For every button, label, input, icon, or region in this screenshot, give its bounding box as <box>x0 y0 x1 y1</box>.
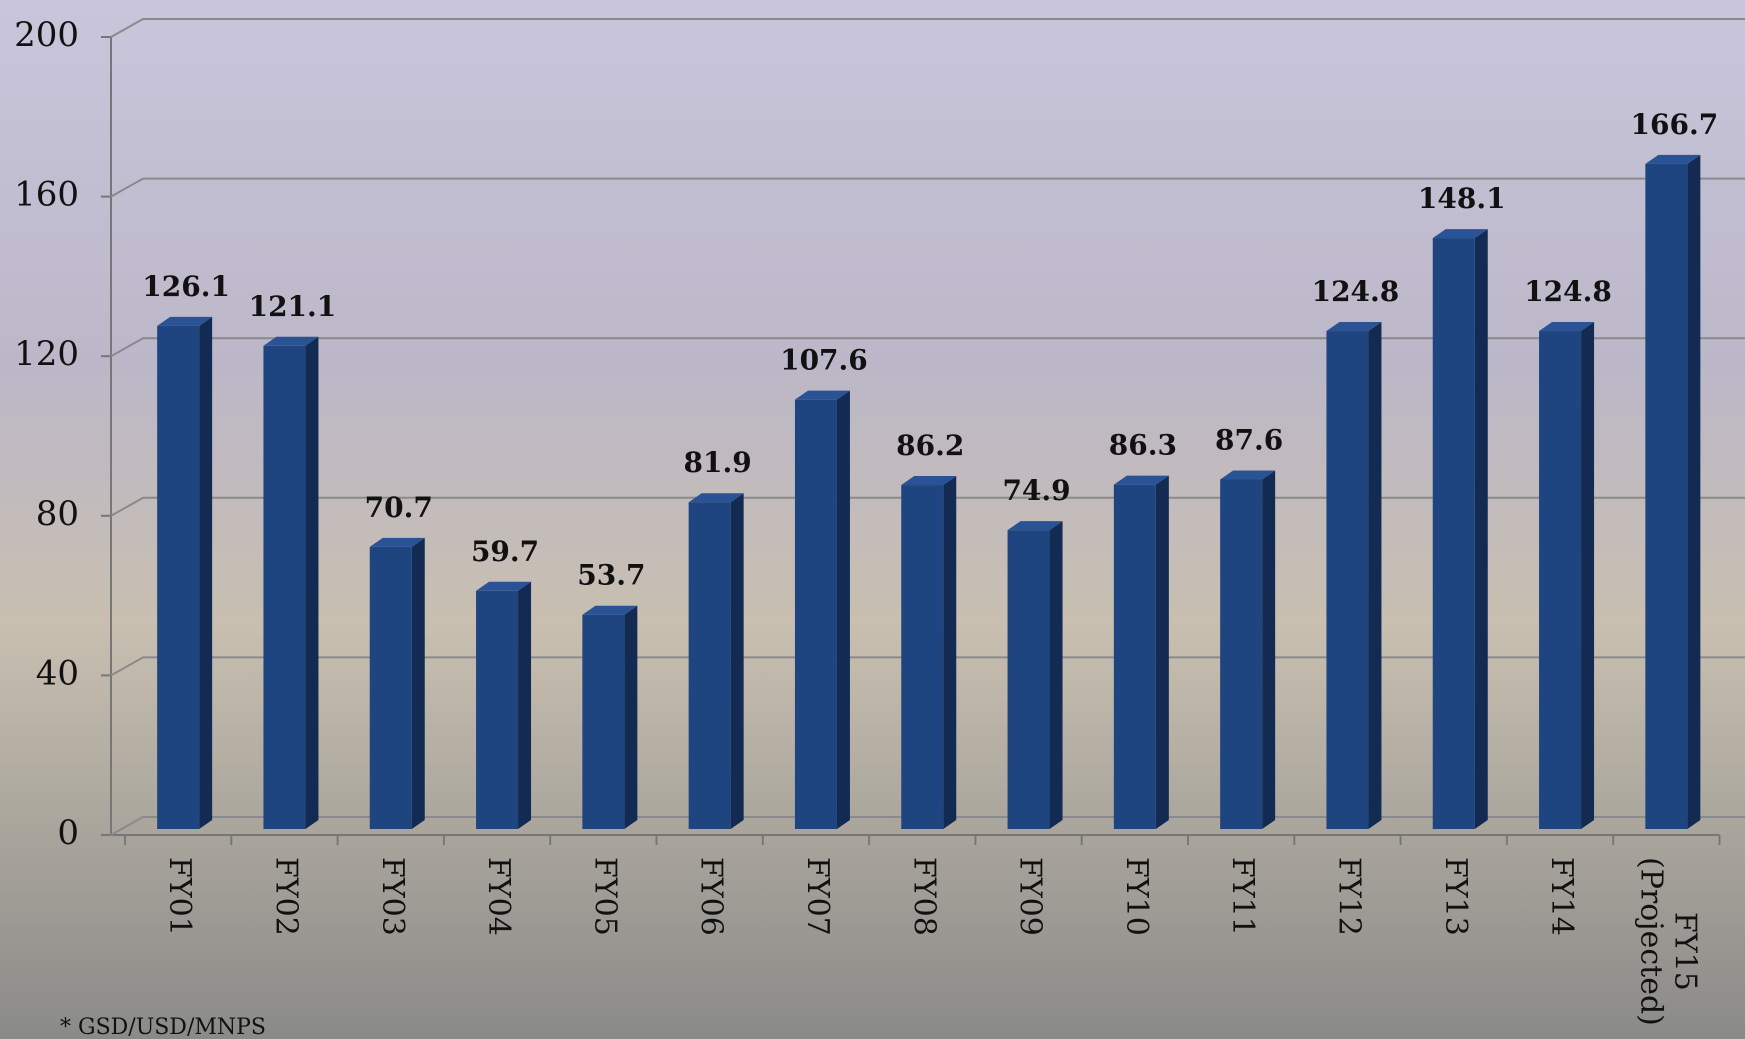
x-tick-label: FY12 <box>1331 857 1366 936</box>
bar <box>1326 331 1368 829</box>
bar <box>689 502 731 829</box>
bar <box>476 591 518 829</box>
bar-side <box>199 317 212 829</box>
x-tick-label: FY08 <box>906 857 941 936</box>
x-tick-label: FY05 <box>587 857 622 936</box>
bar-side <box>1581 322 1594 829</box>
value-label: 70.7 <box>365 491 433 524</box>
bar <box>370 547 412 829</box>
value-label: 87.6 <box>1215 423 1283 456</box>
x-tick-label: FY03 <box>375 857 410 936</box>
x-tick-label: FY13 <box>1438 857 1473 936</box>
bar-side <box>1475 229 1488 829</box>
y-tick-label: 200 <box>14 15 79 55</box>
bar-side <box>1262 470 1275 829</box>
bar-group <box>476 582 531 829</box>
bar-side <box>731 493 744 829</box>
bar-group <box>1114 476 1169 829</box>
value-label: 53.7 <box>577 559 645 592</box>
value-label: 148.1 <box>1418 182 1506 215</box>
bar <box>582 615 624 829</box>
y-tick-label: 80 <box>36 494 79 534</box>
value-label: 107.6 <box>780 344 868 377</box>
x-tick-label: FY14 <box>1544 857 1579 936</box>
y-tick-label: 120 <box>14 334 79 374</box>
value-label: 124.8 <box>1524 275 1612 308</box>
value-label: 166.7 <box>1631 108 1719 141</box>
bar-group <box>263 337 318 829</box>
value-label: 126.1 <box>142 270 230 303</box>
bar <box>1114 485 1156 829</box>
bar-side <box>624 606 637 829</box>
value-label: 86.2 <box>896 429 964 462</box>
y-tick-label: 160 <box>14 175 79 215</box>
bar <box>901 485 943 829</box>
x-tick-label: FY02 <box>268 857 303 936</box>
bar <box>1220 479 1262 829</box>
x-tick-label: FY10 <box>1119 857 1154 936</box>
bar-group <box>1539 322 1594 829</box>
bar-group <box>1008 521 1063 829</box>
value-label: 81.9 <box>684 446 752 479</box>
bar-side <box>1050 521 1063 829</box>
bar-side <box>1156 476 1169 829</box>
bar-group <box>1326 322 1381 829</box>
bar-group <box>795 391 850 829</box>
bar-group <box>370 538 425 829</box>
bar-group <box>689 493 744 829</box>
x-tick-label: FY01 <box>162 857 197 936</box>
bar-side <box>943 476 956 829</box>
x-tick-label: FY09 <box>1013 857 1048 936</box>
value-label: 121.1 <box>249 290 337 323</box>
x-tick-label: FY06 <box>694 857 729 936</box>
value-label: 124.8 <box>1312 275 1400 308</box>
bar-side <box>837 391 850 829</box>
bar <box>1008 530 1050 829</box>
bar-group <box>1645 155 1700 829</box>
y-tick-label: 40 <box>36 653 79 693</box>
bar-group <box>582 606 637 829</box>
bar-side <box>412 538 425 829</box>
chart: * GSD/USD/MNPS 0 40 80 120 160 200 FY01 126.1 FY… <box>0 0 1745 1039</box>
x-tick-label: FY11 <box>1225 857 1260 936</box>
bar <box>795 400 837 829</box>
value-label: 59.7 <box>471 535 539 568</box>
bar-group <box>901 476 956 829</box>
page: {"chart_data": {"type": "bar", "categori… <box>0 0 1745 1039</box>
bar-group <box>1433 229 1488 829</box>
bar-side <box>1687 155 1700 829</box>
bar-side <box>1368 322 1381 829</box>
bar <box>1433 238 1475 829</box>
bar <box>263 346 305 829</box>
footnote: * GSD/USD/MNPS <box>60 1015 266 1039</box>
bar-group <box>1220 470 1275 829</box>
x-tick-label: FY04 <box>481 857 516 936</box>
bar-side <box>518 582 531 829</box>
bar <box>1539 331 1581 829</box>
bar-side <box>305 337 318 829</box>
y-tick-label: 0 <box>57 813 79 853</box>
x-tick-label: FY07 <box>800 857 835 936</box>
value-label: 74.9 <box>1002 474 1070 507</box>
bar <box>1645 164 1687 829</box>
value-label: 86.3 <box>1109 429 1177 462</box>
bar-group <box>157 317 212 829</box>
bar <box>157 326 199 829</box>
